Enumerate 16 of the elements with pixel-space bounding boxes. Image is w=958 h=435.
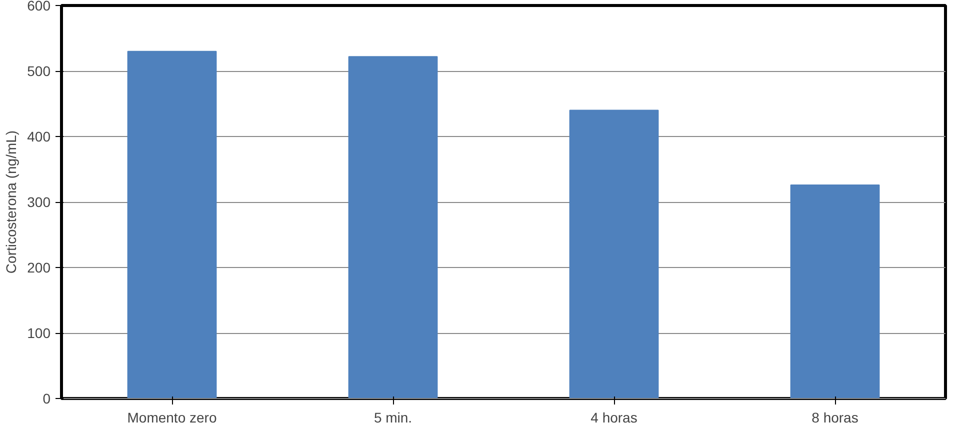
y-tick-label: 0: [42, 390, 51, 406]
x-tick-label: 4 horas: [590, 410, 638, 426]
bar: [569, 110, 659, 398]
x-tick-label: 8 horas: [812, 410, 858, 426]
bar: [127, 50, 217, 398]
y-tick-label: 400: [27, 128, 51, 144]
y-tick-label: 500: [27, 63, 51, 79]
y-tick-label: 100: [27, 325, 51, 341]
y-tick-label: 600: [27, 0, 51, 14]
x-tick-label: 5 min.: [374, 410, 412, 426]
x-tick-label: Momento zero: [127, 410, 217, 426]
y-tick-label: 300: [27, 194, 51, 210]
y-axis-title: Corticosterona (ng/mL): [3, 130, 20, 274]
bar: [790, 184, 880, 398]
y-tick-label: 200: [27, 260, 51, 276]
bar: [348, 56, 438, 398]
